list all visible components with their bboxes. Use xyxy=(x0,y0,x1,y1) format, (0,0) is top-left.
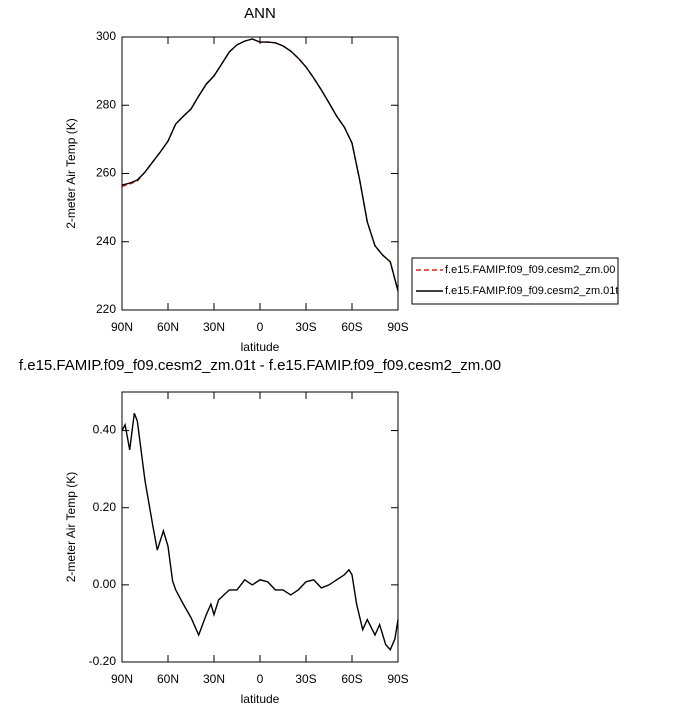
x-tick-label: 60N xyxy=(157,320,179,334)
x-axis-label: latitude xyxy=(241,692,280,706)
y-tick-label: 220 xyxy=(96,302,116,316)
y-tick-label: 0.00 xyxy=(93,577,117,591)
y-tick-label: 0.40 xyxy=(93,423,117,437)
y-tick-label: 240 xyxy=(96,234,116,248)
x-tick-label: 60N xyxy=(157,672,179,686)
y-tick-label: 260 xyxy=(96,166,116,180)
legend-box xyxy=(411,257,619,305)
legend-label: f.e15.FAMIP.f09_f09.cesm2_zm.01t xyxy=(445,285,618,297)
x-tick-label: 90S xyxy=(387,672,408,686)
data-line xyxy=(121,412,399,651)
x-tick-label: 90S xyxy=(387,320,408,334)
chart-title: f.e15.FAMIP.f09_f09.cesm2_zm.01t - f.e15… xyxy=(19,357,501,374)
chart-title: ANN xyxy=(244,5,276,22)
x-axis-label: latitude xyxy=(241,340,280,354)
x-tick-label: 30S xyxy=(295,672,316,686)
x-tick-label: 90N xyxy=(111,672,133,686)
y-tick-label: -0.20 xyxy=(89,654,117,668)
y-axis-label: 2-meter Air Temp (K) xyxy=(64,118,78,228)
x-tick-label: 30N xyxy=(203,672,225,686)
x-tick-label: 60S xyxy=(341,672,362,686)
y-tick-label: 0.20 xyxy=(93,500,117,514)
x-tick-label: 60S xyxy=(341,320,362,334)
plot-frame xyxy=(121,36,399,311)
y-axis-label: 2-meter Air Temp (K) xyxy=(64,472,78,582)
legend-label: f.e15.FAMIP.f09_f09.cesm2_zm.00 xyxy=(445,264,615,276)
y-tick-label: 300 xyxy=(96,29,116,43)
x-tick-label: 0 xyxy=(257,672,264,686)
x-tick-label: 30N xyxy=(203,320,225,334)
plot-frame xyxy=(121,391,399,663)
data-line xyxy=(121,38,399,292)
x-tick-label: 90N xyxy=(111,320,133,334)
x-tick-label: 30S xyxy=(295,320,316,334)
y-tick-label: 280 xyxy=(96,97,116,111)
x-tick-label: 0 xyxy=(257,320,264,334)
